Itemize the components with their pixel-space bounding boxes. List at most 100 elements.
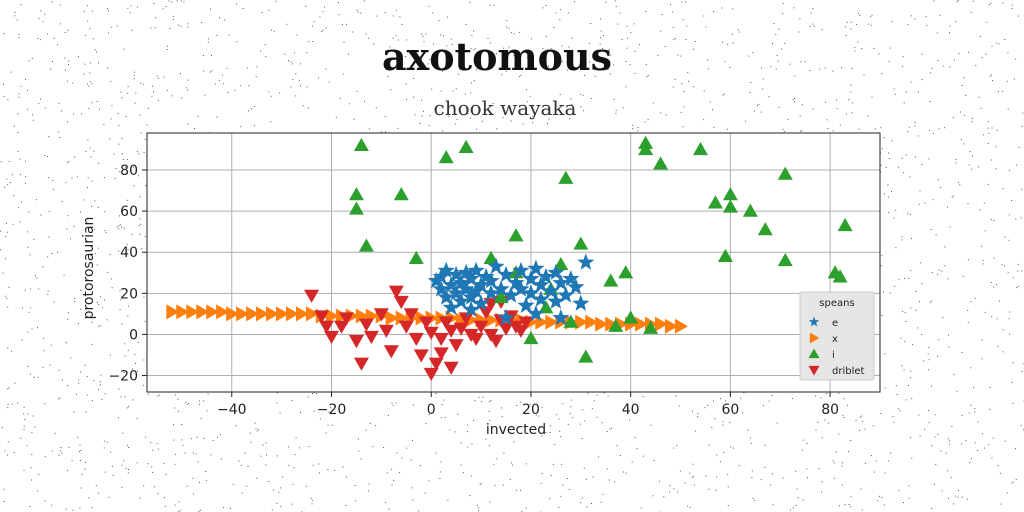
noise-speck [541,435,543,437]
noise-speck [684,482,686,484]
noise-speck [783,131,785,133]
noise-speck [24,182,26,184]
noise-speck [748,55,750,57]
noise-speck [262,444,264,446]
noise-speck [799,115,801,117]
noise-speck [239,406,241,408]
noise-speck [880,265,882,267]
noise-speck [802,449,803,451]
noise-speck [1002,2,1004,4]
noise-speck [23,406,25,408]
noise-speck [776,422,778,424]
noise-speck [291,400,293,401]
noise-speck [57,251,58,253]
noise-speck [907,131,909,133]
noise-speck [981,358,983,360]
noise-speck [294,454,296,455]
noise-speck [126,159,128,160]
noise-speck [8,161,10,162]
noise-speck [990,159,992,161]
noise-speck [505,70,507,72]
noise-speck [13,125,15,127]
noise-speck [79,451,80,453]
noise-speck [449,429,451,431]
noise-speck [987,143,989,144]
noise-speck [921,53,923,55]
noise-speck [938,339,940,341]
noise-speck [58,369,60,371]
noise-speck [443,399,445,401]
noise-speck [306,86,308,88]
noise-speck [18,37,20,39]
noise-speck [18,33,20,35]
noise-speck [1017,263,1019,265]
noise-speck [218,80,220,82]
noise-speck [121,486,123,488]
noise-speck [883,504,885,506]
noise-speck [229,508,231,510]
noise-speck [591,408,593,410]
noise-speck [606,431,608,432]
noise-speck [581,497,583,499]
noise-speck [74,156,76,158]
noise-speck [481,401,483,403]
noise-speck [421,33,423,35]
noise-speck [18,96,20,98]
noise-speck [179,510,181,512]
noise-speck [526,101,528,103]
noise-speck [91,400,93,402]
noise-speck [209,71,211,73]
noise-speck [110,451,112,453]
noise-speck [795,470,797,472]
noise-speck [891,140,893,142]
noise-speck [933,0,935,2]
noise-speck [672,11,674,13]
noise-speck [940,186,942,188]
noise-speck [224,19,226,21]
noise-speck [944,246,946,248]
noise-speck [973,387,974,389]
point-e [547,263,565,281]
noise-speck [596,416,598,418]
noise-speck [1018,146,1020,148]
noise-speck [905,154,907,156]
noise-speck [181,424,183,425]
noise-speck [957,0,959,2]
noise-speck [275,0,277,2]
noise-speck [172,19,174,21]
noise-speck [250,108,252,110]
noise-speck [566,69,568,71]
noise-speck [38,18,40,20]
noise-speck [187,123,189,125]
noise-speck [850,84,852,86]
noise-speck [64,57,66,59]
noise-speck [467,113,469,115]
noise-speck [321,30,323,32]
noise-speck [33,238,35,240]
noise-speck [915,309,917,311]
point-e [497,309,515,326]
noise-speck [486,51,488,53]
noise-speck [425,423,427,425]
noise-speck [74,297,76,299]
noise-speck [24,419,26,420]
noise-speck [864,462,866,464]
noise-speck [509,479,511,480]
noise-speck [401,457,403,459]
noise-speck [712,109,713,111]
noise-speck [720,398,721,400]
noise-speck [284,53,286,55]
noise-speck [535,414,537,416]
noise-speck [460,464,462,466]
point-e [432,280,450,297]
noise-speck [206,479,207,481]
noise-speck [804,61,806,63]
noise-speck [91,507,93,509]
noise-speck [3,83,4,85]
noise-speck [875,460,877,462]
noise-speck [80,371,82,373]
noise-speck [685,39,687,40]
noise-speck [84,364,86,366]
noise-speck [769,484,771,486]
noise-speck [91,83,93,85]
